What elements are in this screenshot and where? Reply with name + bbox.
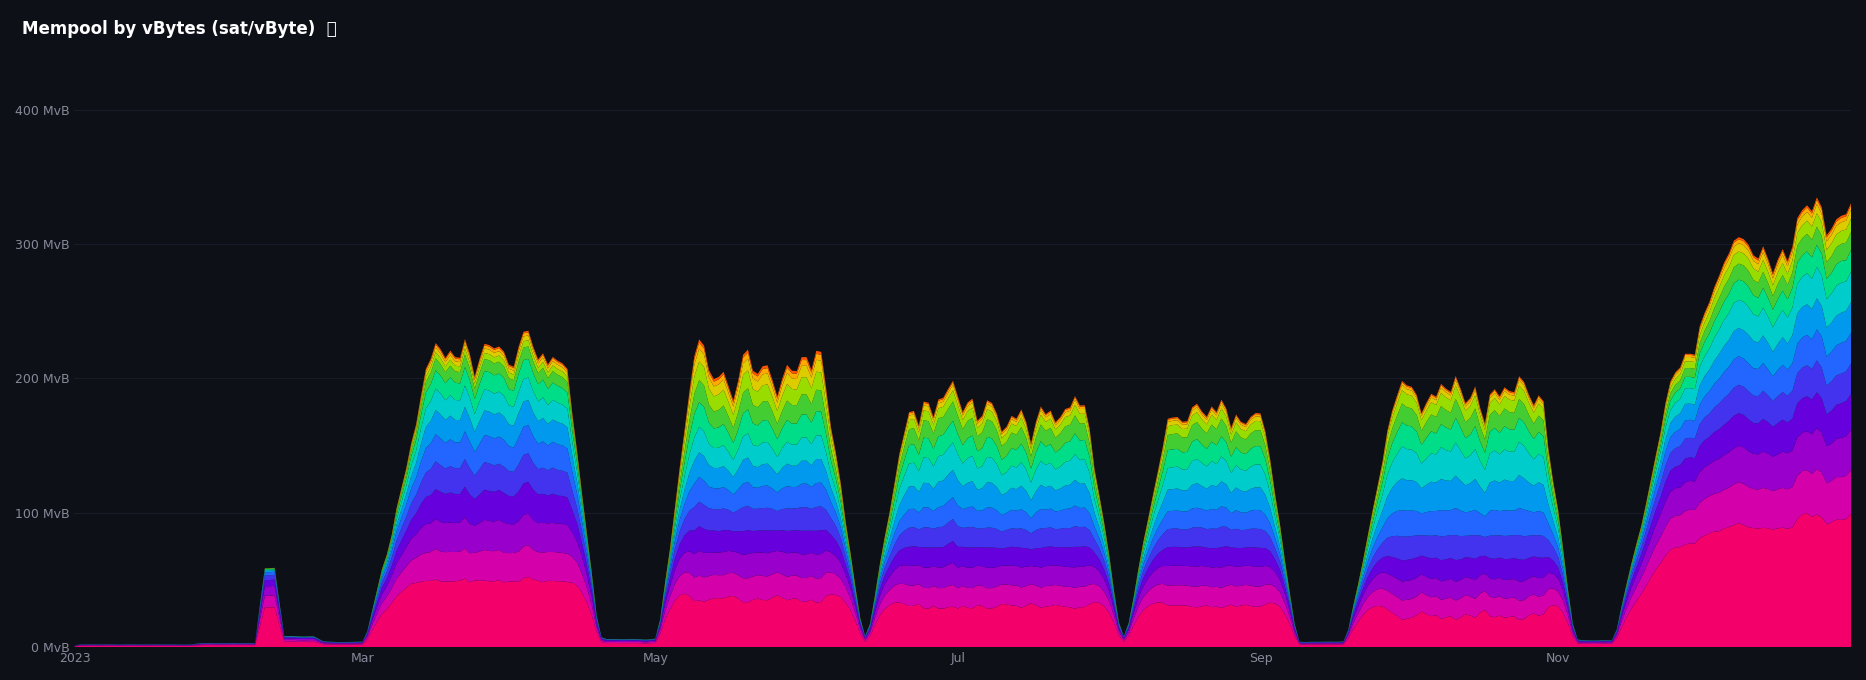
Text: Mempool by vBytes (sat/vByte)  ⤓: Mempool by vBytes (sat/vByte) ⤓ xyxy=(22,20,338,38)
